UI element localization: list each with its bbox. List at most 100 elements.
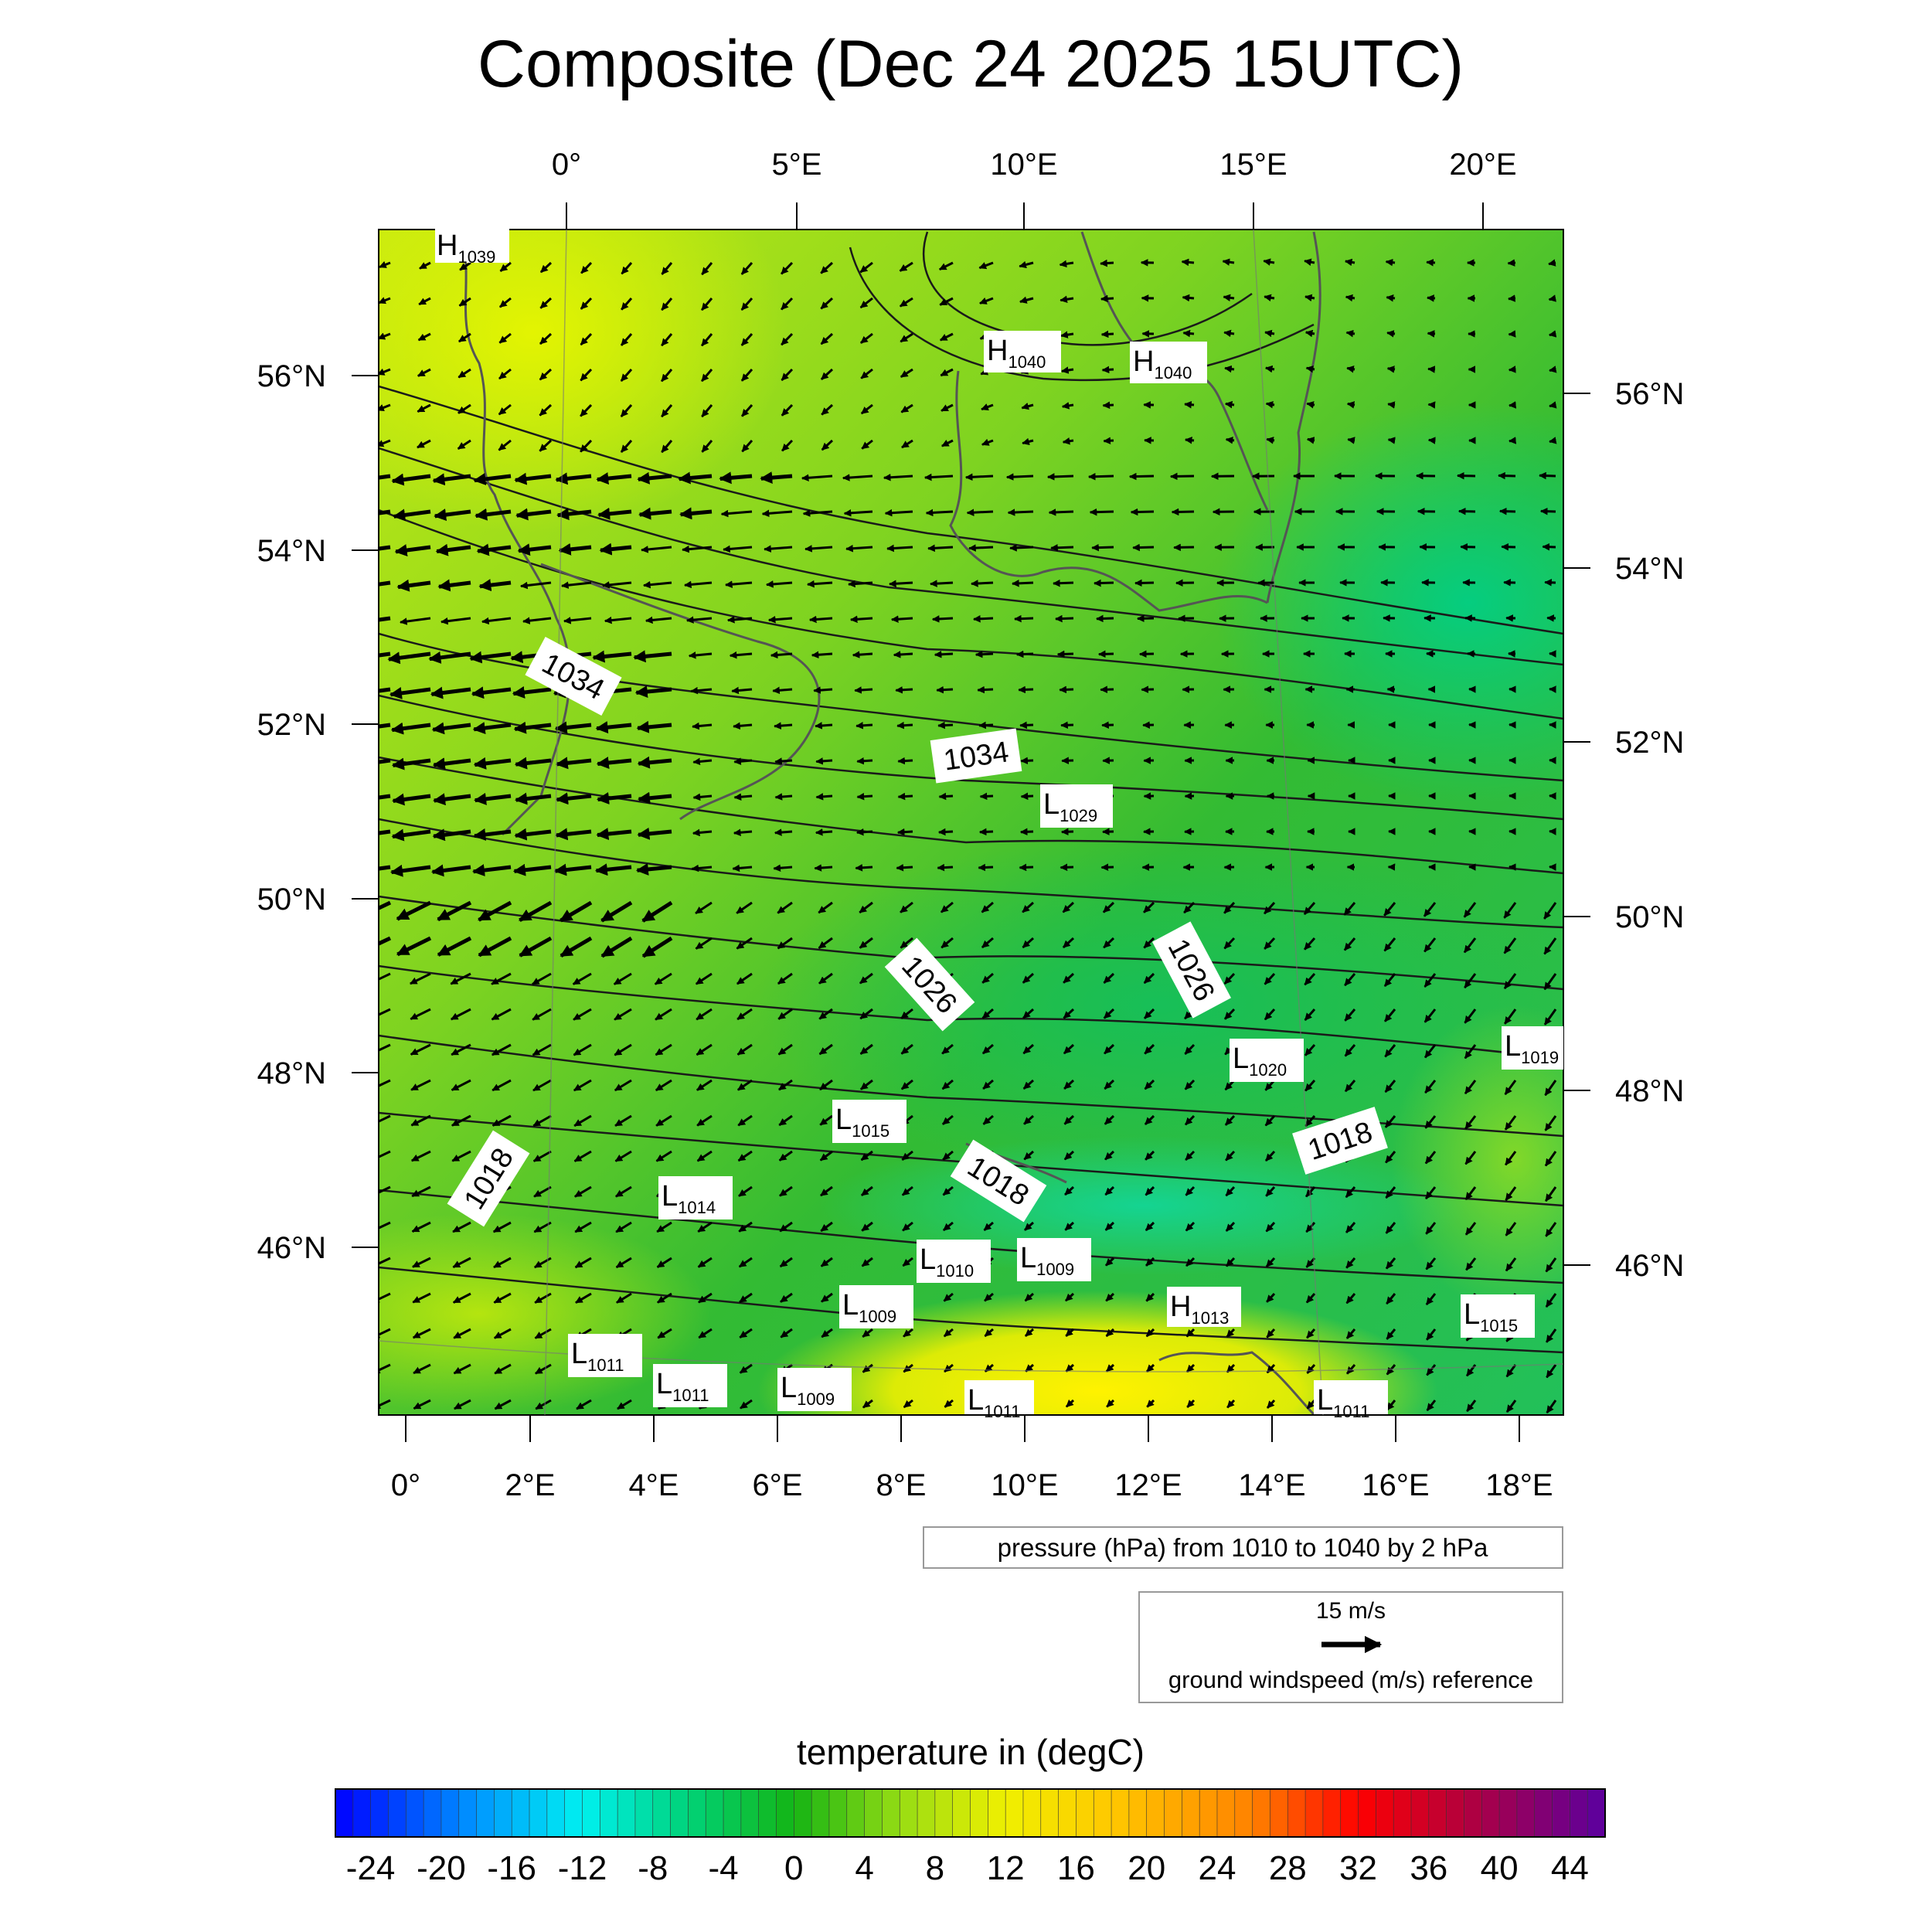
svg-text:H1040: H1040 [987,335,1046,372]
wind-arrow [696,1008,713,1021]
wind-arrow [620,369,633,382]
wind-arrow [940,901,954,913]
wind-arrow [807,580,833,588]
colorbar-cell [1516,1788,1536,1838]
wind-arrow [860,368,873,379]
wind-arrow [1224,365,1235,373]
wind-arrow [520,581,552,590]
wind-arrow [1264,1114,1276,1127]
right-tick-54n: 54°N [1615,552,1684,586]
colorbar-cell [988,1788,1007,1838]
wind-arrow [1224,1079,1236,1091]
wind-arrow [778,1150,793,1162]
wind-arrow [886,544,913,553]
wind-arrow [394,544,431,556]
wind-arrow [1060,863,1074,872]
wind-arrow [451,1114,471,1127]
wind-arrow [657,1328,672,1339]
wind-arrow [1303,937,1316,951]
wind-arrow [1424,1186,1437,1200]
wind-arrow [1463,937,1477,954]
wind-arrow [1503,1009,1517,1025]
wind-arrow [725,580,753,588]
wind-arrow [533,1185,552,1198]
wind-arrow [856,757,873,765]
wind-arrow [661,404,673,418]
wind-arrow [698,1328,713,1339]
center-label: H1040 [984,331,1061,372]
wind-arrow [379,1114,391,1123]
wind-arrow [1100,330,1114,338]
colorbar-tick-label: -16 [487,1849,536,1887]
colorbar-cell [1340,1788,1359,1838]
wind-arrow [1544,1151,1557,1167]
wind-arrow [1508,294,1516,302]
wind-arrow [614,1079,632,1092]
wind-arrow [773,864,793,872]
colorbar-cell [1358,1788,1377,1838]
wind-arrow [379,474,391,480]
wind-arrow [574,1221,592,1233]
wind-arrow [1345,1328,1356,1339]
wind-arrow [1056,650,1074,658]
colorbar-cell [1287,1788,1306,1838]
wind-arrow [1304,258,1315,266]
wind-arrow [1265,1185,1276,1197]
wind-arrow [1223,329,1235,338]
wind-arrow [641,900,673,923]
wind-arrow [732,864,753,872]
wind-arrow [1146,1399,1155,1408]
right-tick-52n: 52°N [1615,726,1684,760]
wind-arrow [820,332,834,345]
colorbar-cell [1005,1788,1024,1838]
wind-arrow [820,1185,833,1197]
wind-arrow [561,581,592,589]
wind-arrow [682,545,713,553]
wind-arrow [613,972,632,985]
wind-arrow [1464,1115,1477,1130]
wind-arrow [899,297,913,308]
wind-arrow [1104,1221,1115,1231]
wind-arrow [1549,437,1557,444]
wind-arrow [818,1043,833,1056]
center-label: L1009 [777,1368,852,1411]
wind-arrow [390,722,431,735]
wind-arrow [452,1292,471,1304]
wind-arrow [1306,437,1315,444]
wind-arrow [419,261,431,270]
wind-arrow [1005,473,1034,481]
wind-arrow [696,1043,713,1056]
wind-arrow [939,332,954,342]
wind-arrow [1503,902,1517,919]
wind-arrow [688,651,713,659]
colorbar-cell [828,1788,848,1838]
wind-arrow [733,828,753,837]
bottom-tick-16e: 16°E [1362,1468,1429,1502]
wind-arrow [600,900,633,923]
wind-arrow [498,368,512,380]
wind-arrow [428,651,471,664]
wind-arrow [621,262,633,275]
wind-arrow [379,616,391,622]
wind-arrow [842,474,873,481]
wind-arrow [620,404,633,417]
wind-arrow [655,1079,672,1092]
wind-arrow [1103,937,1115,949]
wind-arrow [781,261,794,275]
wind-arrow [1383,1009,1396,1022]
wind-arrow [937,863,954,872]
wind-arrow [820,261,834,274]
wind-arrow [391,757,431,770]
colorbar-cell [1111,1788,1130,1838]
wind-arrow [410,1079,431,1091]
wind-arrow [766,580,793,588]
wind-arrow [1266,1328,1276,1338]
wind-arrow [594,863,632,876]
wind-arrow [821,439,834,451]
svg-text:L1011: L1011 [1317,1384,1369,1421]
wind-arrow [1065,1399,1075,1408]
wind-arrow [820,1257,833,1267]
left-tick-54n: 54°N [257,534,326,568]
wind-vectors [379,258,1557,1413]
wind-arrow [781,439,794,452]
